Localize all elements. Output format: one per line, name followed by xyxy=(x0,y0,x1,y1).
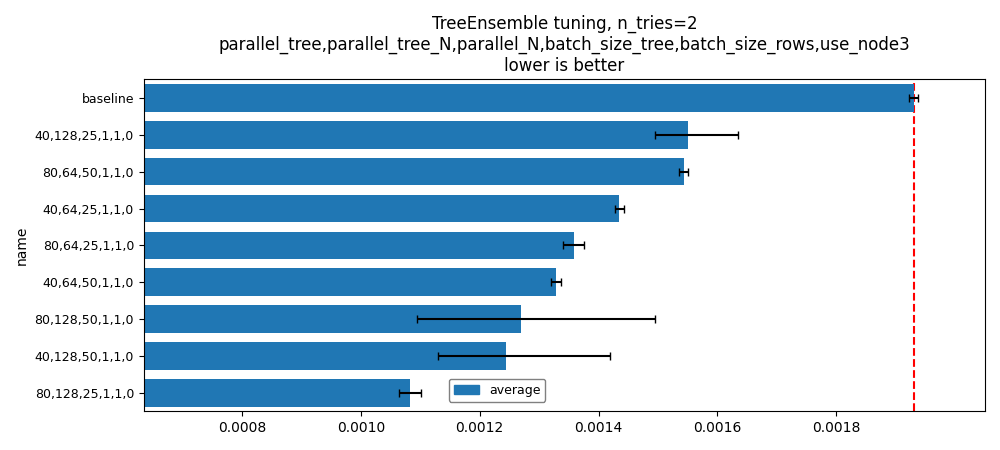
Y-axis label: name: name xyxy=(15,226,29,265)
Bar xyxy=(0,305,521,333)
Title: TreeEnsemble tuning, n_tries=2
parallel_tree,parallel_tree_N,parallel_N,batch_si: TreeEnsemble tuning, n_tries=2 parallel_… xyxy=(219,15,910,75)
Bar xyxy=(0,84,914,112)
Bar xyxy=(0,195,619,222)
Bar xyxy=(0,121,688,148)
Bar xyxy=(0,158,684,185)
Bar xyxy=(0,232,574,259)
Bar xyxy=(0,379,410,407)
Bar xyxy=(0,342,506,370)
Bar xyxy=(0,268,556,296)
Legend: average: average xyxy=(449,379,545,402)
